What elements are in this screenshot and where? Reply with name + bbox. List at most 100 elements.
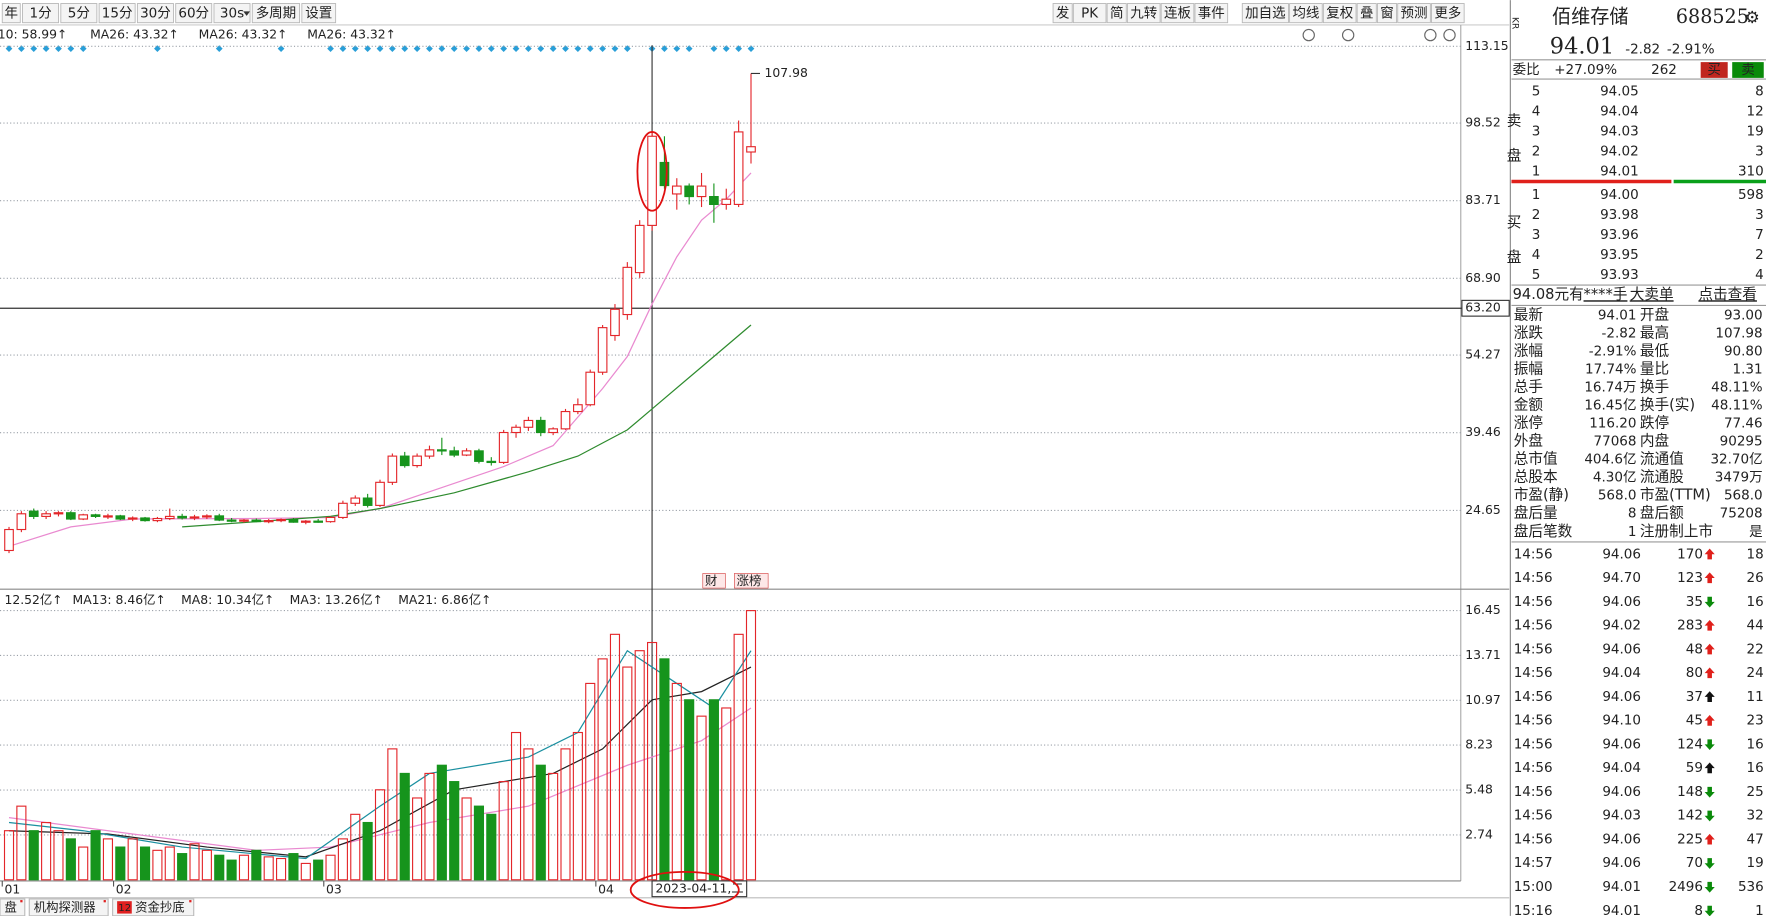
toolbar-button[interactable] (1397, 3, 1431, 24)
settings-icon[interactable]: ⚙ (1745, 7, 1760, 27)
event-marker[interactable]: 财 (705, 574, 717, 588)
trade-price: 94.04 (1602, 760, 1641, 776)
candle-body (276, 518, 286, 522)
period-button[interactable] (136, 3, 174, 24)
signal-marker (376, 45, 384, 52)
date-cursor: 2023-04-11,二 (655, 881, 743, 895)
trade-volume: 59 (1686, 760, 1703, 776)
period-label[interactable]: 30分 (140, 6, 171, 22)
toolbar-button[interactable] (1322, 3, 1357, 24)
big-order: 大卖单 (1630, 286, 1674, 303)
trade-volume: 70 (1686, 855, 1703, 871)
toolbar-label[interactable]: 九转 (1130, 6, 1157, 22)
trade-time: 14:56 (1514, 784, 1553, 800)
book-price: 93.95 (1600, 247, 1639, 263)
stat-value: 116.20 (1589, 416, 1636, 432)
book-level: 5 (1532, 267, 1541, 283)
toolbar-button[interactable] (1072, 3, 1107, 24)
stat-value: 8 (1628, 506, 1637, 522)
period-button[interactable] (1, 3, 21, 24)
toolbar-label[interactable]: 事件 (1198, 6, 1225, 22)
period-label[interactable]: 30s (220, 6, 244, 22)
stat-label: 盘后量 (1514, 504, 1558, 522)
toolbar-button[interactable] (1376, 3, 1398, 24)
toolbar-label[interactable]: 叠 (1360, 6, 1374, 22)
trade-time: 14:56 (1514, 760, 1553, 776)
icon[interactable] (1302, 28, 1315, 42)
period-label[interactable]: 5分 (68, 6, 90, 22)
stat-value: 90.80 (1724, 344, 1763, 360)
toolbar-button[interactable] (1194, 3, 1229, 24)
toolbar-label[interactable]: 更多 (1434, 5, 1461, 22)
toolbar-label[interactable]: 简 (1110, 5, 1124, 22)
legend-item: 10: 58.99↑ (0, 28, 67, 42)
toolbar-label[interactable]: 复权 (1326, 5, 1354, 22)
candle-body (140, 517, 150, 522)
legend-item: 12.52亿↑ (5, 592, 63, 607)
signal-marker (574, 45, 582, 52)
period-button[interactable] (175, 3, 213, 24)
trade-count: 16 (1747, 594, 1764, 610)
toolbar-button[interactable] (1356, 3, 1377, 24)
toolbar-label[interactable]: 设置 (305, 6, 332, 22)
stat-label: 最低 (1640, 343, 1670, 360)
toolbar-label[interactable]: 连板 (1164, 6, 1192, 22)
period-button[interactable] (22, 3, 60, 24)
toolbar-label[interactable]: 窗 (1380, 5, 1394, 22)
period-button[interactable] (213, 3, 251, 24)
trade-arrow (1704, 810, 1715, 822)
period-button[interactable] (60, 3, 98, 24)
toolbar-label[interactable]: 发 (1056, 6, 1070, 22)
stat-label: 涨跌 (1514, 325, 1544, 342)
icon[interactable] (1424, 28, 1437, 42)
candle-body (474, 450, 484, 462)
toolbar-button[interactable] (1241, 3, 1289, 24)
toolbar-button[interactable] (301, 3, 337, 24)
quote-tag: KR (1509, 17, 1519, 29)
period-button[interactable] (98, 3, 136, 24)
period-label[interactable]: 15分 (102, 6, 133, 22)
trade-arrow (1704, 833, 1715, 845)
toolbar-button[interactable] (1160, 3, 1195, 24)
toolbar-button[interactable] (1126, 3, 1161, 24)
candle-body (498, 431, 509, 463)
tab-label[interactable]: 资金抄底 (135, 899, 185, 914)
trade-arrow (1704, 739, 1715, 751)
event-marker[interactable]: 涨榜 (737, 573, 762, 588)
candle-body (696, 185, 707, 198)
book-level: 1 (1532, 164, 1541, 180)
book-level: 1 (1532, 187, 1541, 203)
toolbar-button[interactable] (1052, 3, 1073, 24)
tab-label[interactable]: 机构探测器 (34, 899, 97, 914)
toolbar-label[interactable]: 多周期 (256, 5, 297, 22)
book-price: 94.02 (1600, 144, 1639, 160)
stat-label: 总市值 (1514, 451, 1558, 468)
event-marker-bg[interactable] (702, 573, 726, 589)
toolbar-button[interactable] (251, 3, 301, 24)
y-tick-label: 68.90 (1465, 271, 1501, 285)
event-marker-bg[interactable] (734, 573, 769, 589)
trade-time: 15:00 (1514, 879, 1553, 895)
toolbar-button[interactable] (1106, 3, 1127, 24)
trade-time: 14:56 (1514, 618, 1553, 634)
tab-label[interactable]: 盘 (5, 899, 17, 914)
toolbar-label[interactable]: 均线 (1292, 6, 1319, 22)
y-tick-label: 2.74 (1465, 827, 1493, 841)
icon[interactable] (1341, 28, 1355, 42)
toolbar-label[interactable]: PK (1081, 6, 1099, 22)
volume-bar (325, 854, 336, 881)
toolbar-label[interactable]: 预测 (1401, 6, 1428, 22)
buy-button[interactable] (1700, 62, 1728, 78)
icon[interactable] (1443, 28, 1456, 42)
period-label[interactable]: 1分 (29, 6, 51, 22)
sell-button[interactable] (1732, 62, 1764, 78)
toolbar-button[interactable] (1431, 3, 1465, 24)
volume-bar (102, 838, 114, 881)
period-label[interactable]: 60分 (178, 6, 209, 22)
toolbar-button[interactable] (1289, 3, 1323, 24)
toolbar-label[interactable]: 加自选 (1245, 6, 1286, 22)
period-label[interactable]: 年 (5, 6, 19, 22)
trade-time: 15:16 (1514, 903, 1553, 916)
signal-marker (277, 45, 285, 52)
volume-bar (696, 715, 707, 881)
